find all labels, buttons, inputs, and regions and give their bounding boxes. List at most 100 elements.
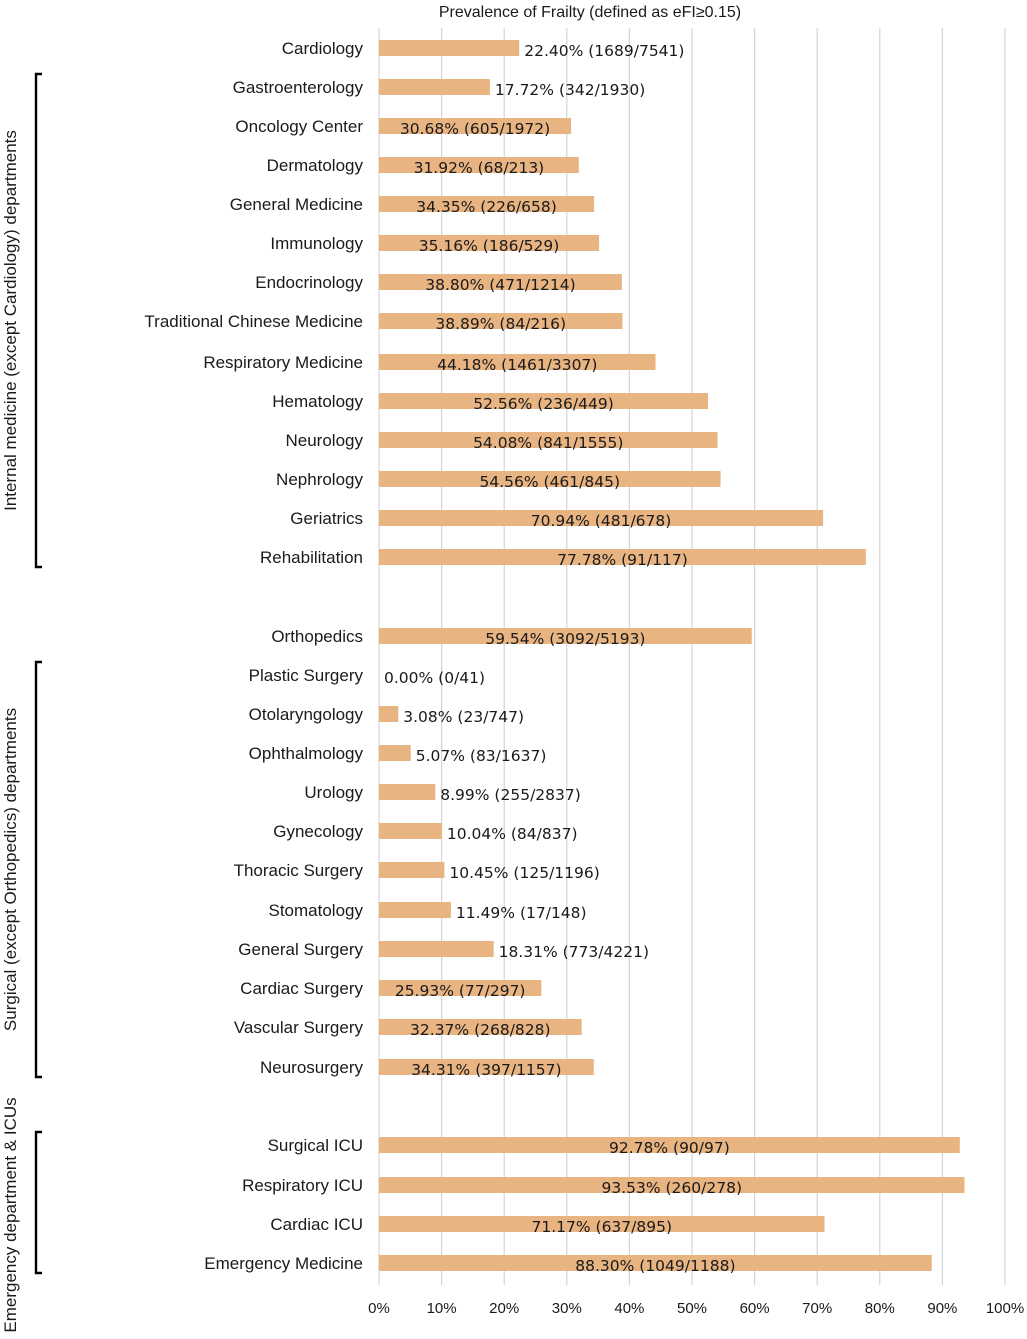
x-tick-label: 50% bbox=[677, 1300, 707, 1317]
bar bbox=[379, 628, 752, 644]
x-tick-label: 100% bbox=[986, 1300, 1024, 1317]
category-label: Neurosurgery bbox=[260, 1058, 363, 1077]
group-label: Internal medicine (except Cardiology) de… bbox=[1, 130, 20, 511]
group-label: Surgical (except Orthopedics) department… bbox=[1, 708, 20, 1031]
data-label: 52.56% (236/449) bbox=[473, 395, 614, 413]
category-label: Neurology bbox=[286, 431, 364, 450]
bar bbox=[379, 157, 579, 173]
bar bbox=[379, 118, 572, 134]
category-label: Rehabilitation bbox=[260, 548, 363, 567]
data-label: 38.89% (84/216) bbox=[435, 315, 566, 333]
category-label: Surgical ICU bbox=[268, 1136, 363, 1155]
data-label: 11.49% (17/148) bbox=[456, 904, 587, 922]
bar bbox=[379, 941, 494, 957]
bar bbox=[379, 784, 436, 800]
data-label: 71.17% (637/895) bbox=[532, 1218, 673, 1236]
bar bbox=[379, 79, 490, 95]
category-label: Nephrology bbox=[276, 470, 363, 489]
x-tick-label: 90% bbox=[927, 1300, 957, 1317]
data-label: 0.00% (0/41) bbox=[384, 669, 485, 687]
bar bbox=[379, 1059, 594, 1075]
category-label: Cardiac ICU bbox=[270, 1215, 363, 1234]
category-label: Traditional Chinese Medicine bbox=[144, 312, 363, 331]
category-label: Urology bbox=[304, 783, 363, 802]
data-label: 22.40% (1689/7541) bbox=[524, 42, 684, 60]
bar bbox=[379, 745, 411, 761]
x-tick-label: 70% bbox=[802, 1300, 832, 1317]
group-label: Emergency department & ICUs bbox=[1, 1097, 20, 1332]
x-tick-label: 40% bbox=[614, 1300, 644, 1317]
data-label: 38.80% (471/1214) bbox=[425, 276, 575, 294]
data-label: 92.78% (90/97) bbox=[609, 1139, 730, 1157]
bar bbox=[379, 1255, 932, 1271]
category-label: Vascular Surgery bbox=[234, 1018, 364, 1037]
data-label: 88.30% (1049/1188) bbox=[575, 1257, 735, 1275]
category-label: Orthopedics bbox=[271, 627, 363, 646]
x-tick-label: 30% bbox=[552, 1300, 582, 1317]
data-label: 18.31% (773/4221) bbox=[499, 943, 649, 961]
category-label: Otolaryngology bbox=[249, 705, 364, 724]
data-label: 54.08% (841/1555) bbox=[473, 434, 623, 452]
data-label: 3.08% (23/747) bbox=[403, 708, 524, 726]
data-label: 70.94% (481/678) bbox=[531, 512, 672, 530]
data-label: 93.53% (260/278) bbox=[601, 1179, 742, 1197]
data-label: 30.68% (605/1972) bbox=[400, 120, 550, 138]
data-label: 31.92% (68/213) bbox=[414, 159, 545, 177]
category-label: Geriatrics bbox=[290, 509, 363, 528]
category-label: Thoracic Surgery bbox=[234, 861, 364, 880]
bar bbox=[379, 823, 442, 839]
data-label: 10.45% (125/1196) bbox=[449, 864, 599, 882]
x-tick-label: 60% bbox=[740, 1300, 770, 1317]
category-label: Respiratory Medicine bbox=[203, 353, 363, 372]
bar bbox=[379, 196, 595, 212]
group-bracket bbox=[34, 1130, 42, 1275]
category-label: Stomatology bbox=[269, 901, 364, 920]
group-brackets: Internal medicine (except Cardiology) de… bbox=[1, 72, 42, 1333]
bar bbox=[379, 1019, 582, 1035]
chart-title: Prevalence of Frailty (defined as eFI≥0.… bbox=[439, 4, 741, 21]
grid-lines bbox=[378, 28, 1006, 1285]
x-tick-label: 80% bbox=[865, 1300, 895, 1317]
category-label: General Surgery bbox=[238, 940, 363, 959]
bar bbox=[379, 1177, 965, 1193]
data-label: 34.31% (397/1157) bbox=[411, 1061, 561, 1079]
data-label: 59.54% (3092/5193) bbox=[485, 630, 645, 648]
category-label: Gynecology bbox=[273, 822, 363, 841]
category-label: Gastroenterology bbox=[233, 78, 364, 97]
group-bracket bbox=[34, 72, 42, 569]
category-label: Dermatology bbox=[267, 156, 364, 175]
bar bbox=[379, 1137, 960, 1153]
data-label: 32.37% (268/828) bbox=[410, 1021, 551, 1039]
category-label: Emergency Medicine bbox=[204, 1254, 363, 1273]
bar bbox=[379, 1216, 825, 1232]
data-label: 77.78% (91/117) bbox=[557, 551, 688, 569]
data-label: 17.72% (342/1930) bbox=[495, 81, 645, 99]
data-label: 34.35% (226/658) bbox=[416, 198, 557, 216]
category-label: Cardiac Surgery bbox=[240, 979, 363, 998]
bar bbox=[379, 354, 656, 370]
bar bbox=[379, 510, 824, 526]
bar bbox=[379, 549, 866, 565]
x-tick-label: 0% bbox=[368, 1300, 390, 1317]
bar bbox=[379, 432, 718, 448]
data-label: 35.16% (186/529) bbox=[419, 237, 560, 255]
bars bbox=[379, 40, 965, 1271]
category-label: Hematology bbox=[272, 392, 363, 411]
bar bbox=[379, 40, 520, 56]
category-label: General Medicine bbox=[230, 195, 363, 214]
bar bbox=[379, 862, 445, 878]
bar bbox=[379, 471, 721, 487]
bar bbox=[379, 313, 623, 329]
bar bbox=[379, 274, 622, 290]
bar bbox=[379, 235, 600, 251]
data-label: 10.04% (84/837) bbox=[447, 825, 578, 843]
category-label: Cardiology bbox=[282, 39, 364, 58]
category-label: Ophthalmology bbox=[249, 744, 364, 763]
category-label: Endocrinology bbox=[255, 273, 363, 292]
bar bbox=[379, 706, 399, 722]
data-label: 8.99% (255/2837) bbox=[440, 786, 581, 804]
category-label: Immunology bbox=[270, 234, 363, 253]
group-bracket bbox=[34, 660, 42, 1079]
data-label: 5.07% (83/1637) bbox=[416, 747, 547, 765]
